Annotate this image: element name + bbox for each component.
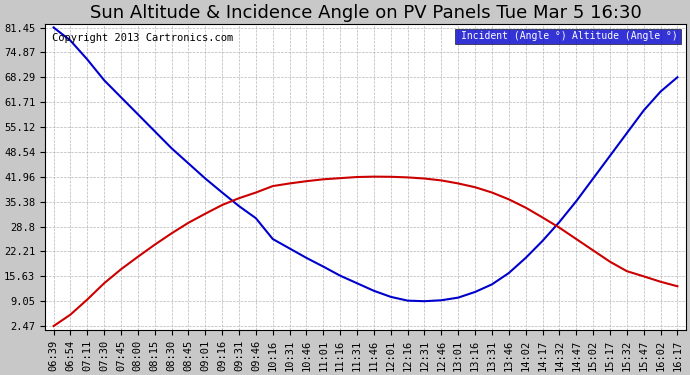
Legend: Incident (Angle °), Altitude (Angle °): Incident (Angle °), Altitude (Angle °) (455, 28, 681, 44)
Title: Sun Altitude & Incidence Angle on PV Panels Tue Mar 5 16:30: Sun Altitude & Incidence Angle on PV Pan… (90, 4, 642, 22)
Text: Copyright 2013 Cartronics.com: Copyright 2013 Cartronics.com (52, 33, 233, 43)
